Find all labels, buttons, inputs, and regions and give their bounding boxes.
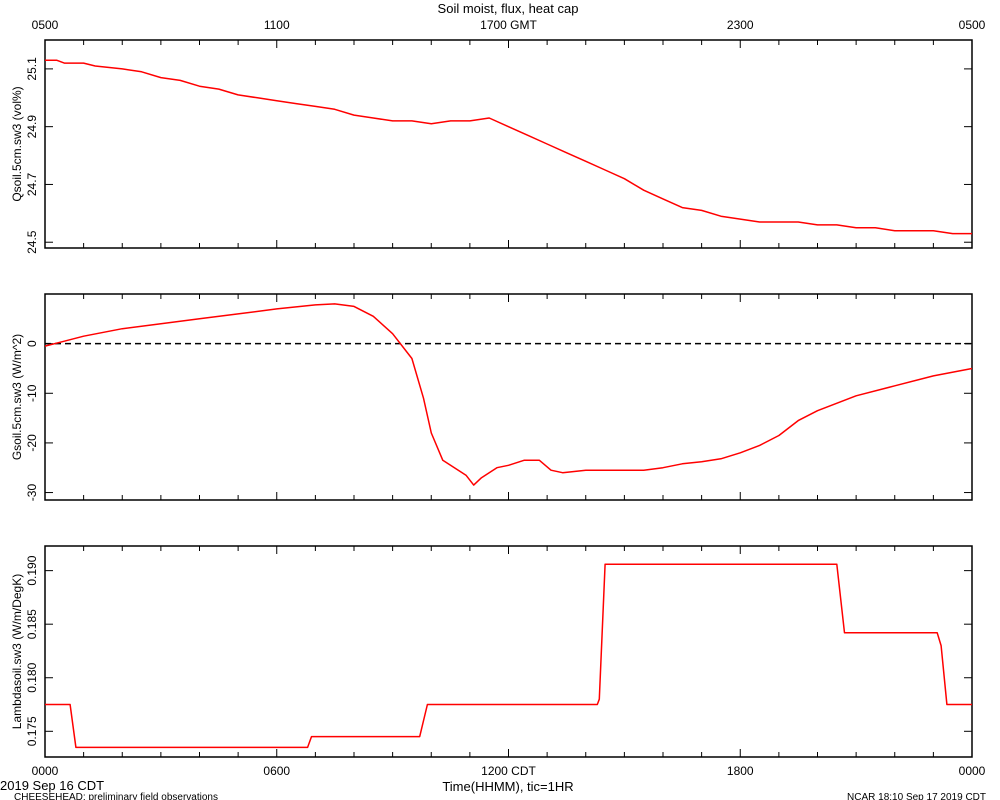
series-line	[45, 563, 972, 749]
y-axis-label: Lambdasoil.sw3 (W/m/DegK)	[10, 574, 24, 729]
y-tick-label: 24.9	[25, 115, 39, 139]
bottom-time-axis: 0000 0600 1200 CDT 1800 0000	[32, 764, 986, 778]
top-tick-label: 0500	[959, 18, 986, 32]
y-tick-label: 0.185	[25, 609, 39, 639]
top-tick-label: 1700 GMT	[480, 18, 537, 32]
series-line	[45, 59, 972, 235]
y-tick-label: 0.175	[25, 716, 39, 746]
chart-title: Soil moist, flux, heat cap	[438, 1, 579, 16]
panel-frame	[44, 39, 973, 249]
bottom-tick-label: 1800	[727, 764, 754, 778]
series-line	[44, 303, 973, 486]
y-tick-label: -30	[25, 484, 39, 502]
y-axis-label: Qsoil.5cm.sw3 (vol%)	[10, 86, 24, 201]
y-tick-label: 25.1	[25, 57, 39, 81]
footer-stamp: NCAR 18:10 Sep 17 2019 CDT	[847, 792, 986, 800]
top-tick-label: 2300	[727, 18, 754, 32]
y-axis-label: Gsoil.5cm.sw3 (W/m^2)	[10, 334, 24, 460]
y-tick-label: 0.190	[25, 555, 39, 585]
x-axis-label: Time(HHMM), tic=1HR	[442, 779, 573, 794]
footer-date: 2019 Sep 16 CDT	[0, 778, 104, 793]
bottom-tick-label: 0000	[32, 764, 59, 778]
bottom-tick-label: 0000	[959, 764, 986, 778]
y-tick-label: -10	[25, 384, 39, 402]
panel-frame	[44, 545, 973, 758]
top-tick-label: 0500	[32, 18, 59, 32]
footer-project: CHEESEHEAD: preliminary field observatio…	[14, 792, 218, 800]
top-time-axis: 0500 1100 1700 GMT 2300 0500	[32, 18, 986, 32]
y-tick-label: 24.5	[25, 230, 39, 254]
bottom-tick-label: 1200 CDT	[481, 764, 536, 778]
bottom-tick-label: 0600	[263, 764, 290, 778]
y-tick-label: -20	[25, 434, 39, 452]
top-tick-label: 1100	[264, 18, 290, 32]
y-tick-label: 0.180	[25, 662, 39, 692]
y-tick-label: 24.7	[25, 172, 39, 196]
y-tick-label: 0	[25, 340, 39, 347]
panel-frame	[44, 293, 973, 501]
